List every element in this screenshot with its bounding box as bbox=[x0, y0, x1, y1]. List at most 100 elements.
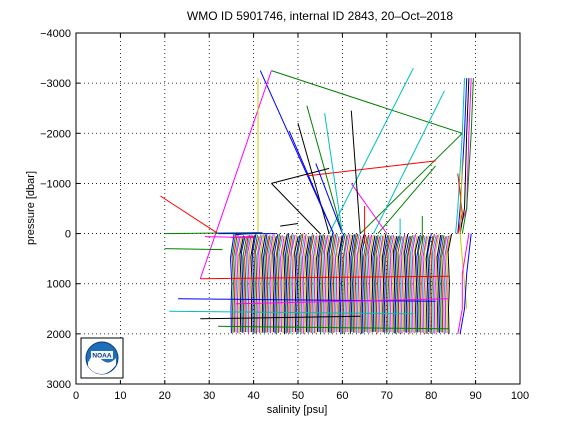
salinity-profile-line bbox=[386, 236, 392, 333]
salinity-profile-line bbox=[425, 236, 431, 334]
spike-segment bbox=[200, 275, 450, 280]
salinity-profile-line bbox=[381, 233, 387, 333]
y-tick-label: 1000 bbox=[47, 279, 71, 291]
spike-segment bbox=[373, 90, 445, 234]
salinity-profile-line bbox=[430, 234, 435, 333]
salinity-profile-line bbox=[442, 235, 448, 334]
salinity-profile-line bbox=[286, 235, 291, 333]
salinity-profile-line bbox=[256, 234, 262, 333]
salinity-profile-line bbox=[397, 236, 402, 334]
axis-ticks: 0 10 20 30 40 50 60 70 80 90 100 −4000 −3000 −2000 −10… bbox=[40, 28, 529, 402]
salinity-profile-line bbox=[275, 233, 280, 334]
spike-segment bbox=[164, 232, 263, 235]
salinity-profile-line bbox=[265, 235, 271, 333]
salinity-profile-line bbox=[261, 234, 266, 333]
salinity-profile-line bbox=[364, 234, 370, 332]
spike-segment bbox=[377, 165, 436, 234]
spike-segment bbox=[271, 70, 463, 134]
salinity-profile-line bbox=[420, 236, 426, 333]
salinity-profile-line bbox=[251, 233, 257, 333]
profile-band bbox=[229, 233, 453, 334]
salinity-profile-line bbox=[372, 236, 377, 332]
salinity-profile-line bbox=[377, 234, 382, 333]
salinity-profile-line bbox=[236, 235, 241, 334]
y-axis-label: pressure [dbar] bbox=[25, 171, 37, 245]
x-axis-label: salinity [psu] bbox=[267, 404, 328, 416]
salinity-profile-line bbox=[250, 235, 255, 333]
salinity-profile-line bbox=[247, 234, 252, 334]
deep-profile-line bbox=[457, 233, 470, 334]
salinity-profile-line bbox=[262, 234, 268, 333]
spike-segment bbox=[235, 232, 259, 236]
salinity-profile-line bbox=[395, 234, 401, 333]
spike-segment bbox=[235, 298, 450, 305]
deep-profile-line bbox=[459, 78, 470, 234]
salinity-profile-line bbox=[422, 236, 428, 334]
salinity-profile-line bbox=[240, 235, 246, 333]
x-tick-label: 90 bbox=[469, 390, 481, 402]
salinity-profile-line bbox=[233, 234, 238, 333]
salinity-profile-line bbox=[253, 235, 258, 334]
salinity-profile-line bbox=[278, 235, 284, 333]
salinity-profile-line bbox=[435, 233, 440, 333]
salinity-profile-line bbox=[439, 235, 445, 333]
salinity-profile-line bbox=[409, 235, 415, 333]
spike-segment bbox=[288, 130, 334, 234]
salinity-profile-line bbox=[242, 236, 248, 333]
salinity-profile-line bbox=[348, 234, 354, 334]
salinity-profile-line bbox=[413, 235, 418, 334]
salinity-profile-line bbox=[427, 233, 432, 333]
salinity-profile-line bbox=[363, 236, 368, 333]
salinity-profile-line bbox=[237, 235, 243, 334]
y-tick-label: −2000 bbox=[40, 128, 71, 140]
salinity-profile-line bbox=[392, 236, 398, 334]
salinity-profile-line bbox=[291, 234, 296, 333]
salinity-profile-line bbox=[444, 235, 449, 334]
salinity-profile-line bbox=[259, 234, 265, 334]
salinity-profile-line bbox=[417, 235, 423, 333]
salinity-profile-line bbox=[384, 234, 390, 333]
y-tick-label: 2000 bbox=[47, 329, 71, 341]
spike-segment bbox=[164, 248, 223, 251]
salinity-profile-line bbox=[373, 234, 379, 332]
salinity-profile-line bbox=[272, 236, 277, 333]
x-tick-label: 80 bbox=[425, 390, 437, 402]
salinity-profile-line bbox=[378, 235, 384, 333]
salinity-profile-line bbox=[389, 235, 395, 333]
salinity-profile-line bbox=[248, 234, 254, 333]
salinity-profile-line bbox=[308, 234, 313, 333]
salinity-profile-line bbox=[406, 235, 412, 333]
salinity-profile-line bbox=[269, 234, 274, 334]
spike-segment bbox=[328, 67, 414, 234]
salinity-profile-line bbox=[355, 233, 360, 334]
spike-segment bbox=[218, 325, 450, 330]
salinity-profile-line bbox=[234, 235, 240, 333]
spike-segment bbox=[359, 132, 463, 234]
deep-profiles bbox=[455, 78, 474, 334]
salinity-profile-line bbox=[298, 233, 304, 333]
y-tick-label: 3000 bbox=[47, 379, 71, 391]
x-tick-label: 0 bbox=[73, 390, 79, 402]
deep-profile-line bbox=[455, 78, 465, 234]
salinity-profile-line bbox=[341, 233, 346, 334]
spike-segment bbox=[324, 113, 343, 234]
spike-segment bbox=[315, 163, 343, 234]
salinity-profile-line bbox=[367, 234, 373, 333]
spike-segment bbox=[204, 236, 254, 239]
deep-profile-line bbox=[459, 233, 472, 334]
salinity-profile-line bbox=[414, 236, 420, 333]
salinity-profile-line bbox=[229, 233, 235, 334]
salinity-profile-line bbox=[394, 236, 399, 334]
deep-profile-line bbox=[461, 78, 474, 234]
spike-segment bbox=[350, 110, 361, 234]
salinity-profile-line bbox=[280, 236, 285, 333]
salinity-profile-line bbox=[267, 236, 273, 333]
salinity-profile-line bbox=[369, 235, 374, 333]
x-tick-label: 40 bbox=[247, 390, 259, 402]
spike-segments bbox=[160, 67, 463, 330]
x-tick-label: 20 bbox=[159, 390, 171, 402]
spike-segment bbox=[271, 183, 321, 234]
salinity-profile-line bbox=[438, 235, 443, 334]
salinity-profile-line bbox=[375, 236, 381, 334]
